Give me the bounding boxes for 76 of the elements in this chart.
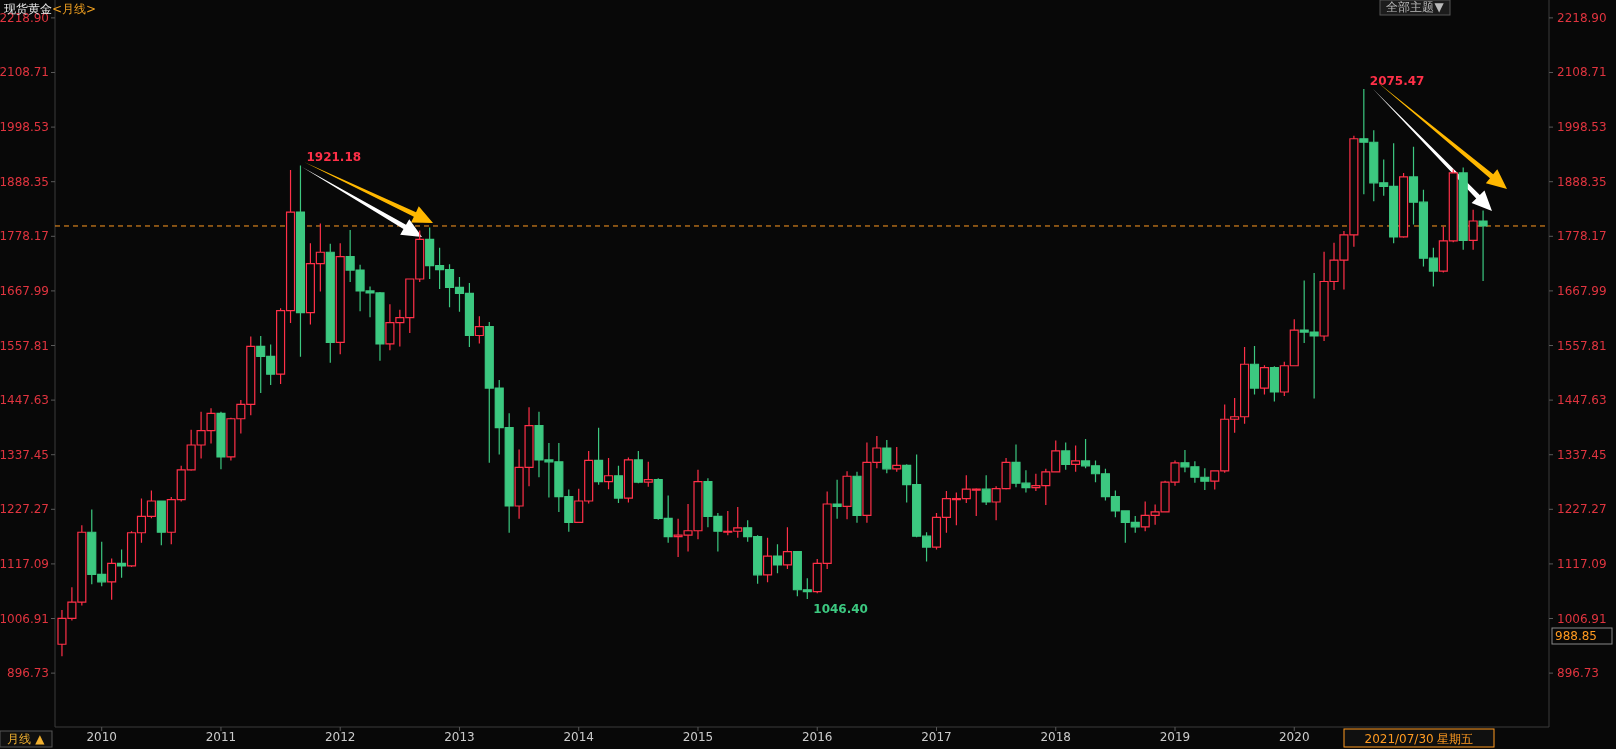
y-tick-label: 1117.09 [0, 556, 49, 571]
y2-tick-label: 1117.09 [1557, 556, 1607, 571]
y2-tick-label: 1447.63 [1557, 393, 1607, 408]
x-tick-label: 2020 [1278, 730, 1310, 744]
x-tick-label: 2018 [1040, 730, 1072, 744]
candlestick [1071, 444, 1081, 473]
y2-tick-label: 1337.45 [1557, 447, 1607, 462]
candlestick [1061, 441, 1071, 471]
candlestick [613, 465, 624, 504]
x-tick-label: 2013 [444, 730, 475, 744]
y2-tick-label: 1667.99 [1557, 283, 1607, 298]
candlestick [1399, 172, 1409, 239]
y-tick-label: 896.73 [7, 666, 49, 681]
candlestick [842, 470, 852, 520]
candlestick [335, 242, 345, 355]
candlestick [882, 439, 892, 474]
candlestick [156, 499, 166, 546]
annotation: 2075.47 [1369, 73, 1425, 88]
candlestick [1468, 209, 1478, 251]
y2-tick-label: 1557.81 [1557, 338, 1607, 353]
x-tick-label: 2012 [324, 730, 356, 744]
y2-tick-label: 1227.27 [1557, 502, 1607, 517]
candlestick [633, 450, 643, 484]
y-tick-label: 1557.81 [0, 338, 49, 353]
candlestick [603, 457, 614, 490]
y2-tick-label: 1888.35 [1557, 174, 1607, 189]
annotation: 1046.40 [813, 601, 868, 616]
candlestick [295, 164, 306, 358]
candlestick [325, 243, 335, 364]
x-tick-label: 2015 [682, 730, 714, 744]
y-tick-label: 2108.71 [0, 65, 49, 80]
y2-tick-label: 1998.53 [1557, 120, 1607, 135]
y2-tick-label: 2218.90 [1557, 10, 1607, 25]
y2-tick-label: 2108.71 [1557, 65, 1607, 80]
y-tick-label: 1778.17 [0, 229, 49, 244]
candlestick [981, 474, 991, 506]
candlestick [762, 537, 773, 583]
y2-tick-label: 1778.17 [1557, 229, 1607, 244]
x-tick-label: 2017 [921, 730, 952, 744]
candlestick [643, 461, 653, 488]
text: 988.85 [1555, 629, 1597, 643]
candlestick [852, 471, 862, 524]
candlestick [474, 315, 484, 345]
y-tick-label: 1227.27 [0, 502, 49, 517]
annotation: 全部主题▼ [1386, 0, 1445, 14]
y-tick-label: 1337.45 [0, 447, 49, 462]
x-tick-label: 2019 [1159, 730, 1191, 744]
y-tick-label: 1006.91 [0, 611, 49, 626]
candlestick [1259, 364, 1270, 396]
candlestick [1269, 365, 1279, 403]
candlestick [772, 543, 783, 574]
candlestick [117, 548, 127, 579]
y-tick-label: 1888.35 [0, 174, 49, 189]
candlestick [107, 557, 117, 601]
x-tick-label: 2010 [86, 730, 117, 744]
y-tick-label: 1447.63 [0, 393, 49, 408]
y-tick-label: 1998.53 [0, 120, 49, 135]
candlestick [1249, 345, 1260, 396]
y2-tick-label: 1006.91 [1557, 611, 1607, 626]
candlestick [1458, 166, 1468, 251]
x-tick-label: 2011 [205, 730, 237, 744]
y2-tick-label: 896.73 [1557, 666, 1599, 681]
candlestick [594, 427, 604, 486]
candlestick [892, 446, 902, 473]
candlestick [216, 411, 226, 470]
x-tick-label: 2016 [801, 730, 833, 744]
y-tick-label: 1667.99 [0, 283, 49, 298]
candlestick [832, 479, 842, 520]
candlestick [782, 526, 792, 570]
x-tick-label: 2014 [563, 730, 594, 744]
candlestick [623, 456, 633, 504]
text: 2021/07/30 星期五 [1364, 732, 1474, 746]
candlestick [1478, 210, 1488, 282]
text: 月线 ▲ [7, 732, 46, 746]
chart-subtitle: <月线> [52, 2, 97, 16]
annotation: 1921.18 [306, 150, 362, 165]
